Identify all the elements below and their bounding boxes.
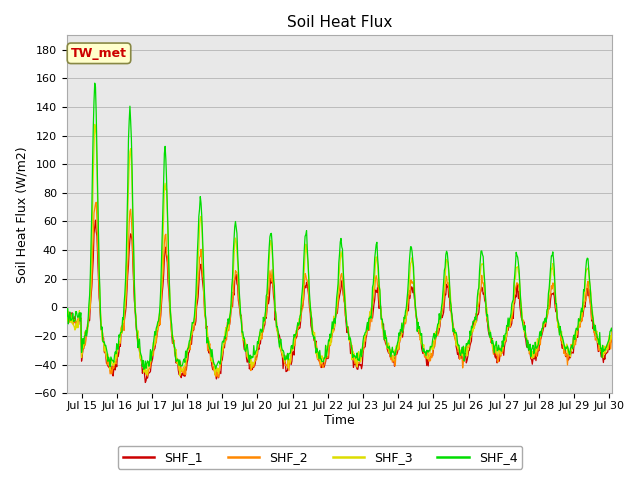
Text: TW_met: TW_met — [71, 47, 127, 60]
Y-axis label: Soil Heat Flux (W/m2): Soil Heat Flux (W/m2) — [15, 146, 28, 283]
Legend: SHF_1, SHF_2, SHF_3, SHF_4: SHF_1, SHF_2, SHF_3, SHF_4 — [118, 446, 522, 469]
X-axis label: Time: Time — [324, 414, 355, 427]
Title: Soil Heat Flux: Soil Heat Flux — [287, 15, 392, 30]
